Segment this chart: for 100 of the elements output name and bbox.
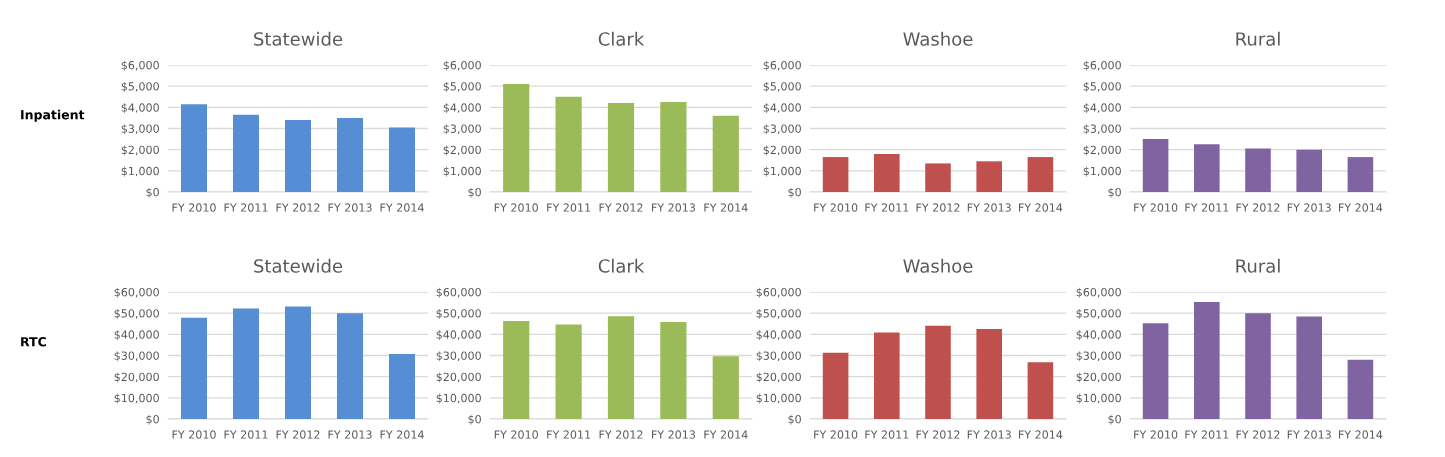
x-tick-label: FY 2012	[599, 430, 643, 439]
bar	[976, 161, 1002, 192]
y-tick-label: $50,000	[1076, 308, 1121, 320]
text: RTC	[21, 336, 46, 347]
chart-title: Clark	[598, 258, 645, 273]
y-tick-label: $4,000	[443, 103, 481, 114]
y-tick-label: $30,000	[756, 351, 801, 362]
bar	[712, 356, 739, 419]
bar	[1347, 359, 1374, 419]
y-tick-label: $20,000	[756, 372, 801, 383]
x-tick-label: FY 2012	[276, 430, 320, 439]
y-tick-label: $5,000	[1083, 81, 1121, 93]
y-tick-label: $60,000	[436, 287, 481, 298]
y-tick-label: $3,000	[1083, 124, 1121, 135]
bar	[1027, 362, 1054, 419]
y-tick-label: $0	[146, 414, 159, 425]
x-tick-label: FY 2010	[172, 203, 216, 212]
x-tick-label: FY 2013	[967, 430, 1011, 439]
bar	[976, 329, 1002, 419]
y-tick-label: $0	[146, 187, 159, 198]
y-tick-label: $40,000	[114, 330, 159, 341]
y-tick-label: $3,000	[443, 124, 481, 135]
bar	[337, 313, 363, 419]
bar	[389, 127, 415, 192]
x-tick-label: FY 2012	[916, 430, 960, 439]
y-tick-label: $40,000	[436, 330, 481, 341]
chart-title: Washoe	[903, 31, 973, 46]
bar	[337, 117, 363, 192]
chart-title: Statewide	[254, 258, 343, 273]
bar	[1296, 316, 1322, 419]
x-tick-label: FY 2011	[1185, 203, 1229, 212]
y-tick-label: $10,000	[114, 393, 159, 404]
bar	[285, 120, 311, 192]
x-tick-label: FY 2010	[494, 203, 538, 212]
x-tick-label: FY 2014	[704, 430, 748, 439]
bar	[874, 332, 900, 419]
text: Inpatient	[21, 109, 85, 122]
y-tick-label: $0	[1108, 414, 1121, 425]
x-tick-label: FY 2014	[704, 203, 748, 212]
bar	[925, 163, 951, 192]
x-tick-label: FY 2013	[328, 203, 372, 212]
bar	[1027, 157, 1054, 192]
bar	[1194, 301, 1220, 419]
y-tick-label: $30,000	[114, 351, 159, 362]
x-tick-label: FY 2011	[547, 203, 591, 212]
bar	[285, 306, 311, 419]
bar	[607, 103, 635, 192]
y-tick-label: $50,000	[436, 308, 481, 320]
y-tick-label: $50,000	[114, 308, 159, 320]
x-tick-label: FY 2012	[276, 203, 320, 212]
bar	[822, 157, 849, 192]
bar	[1296, 149, 1322, 192]
y-tick-label: $1,000	[121, 166, 159, 177]
x-tick-label: FY 2014	[1339, 203, 1383, 212]
y-tick-label: $0	[788, 414, 801, 425]
bar	[233, 308, 259, 419]
y-tick-label: $1,000	[763, 166, 801, 177]
x-tick-label: FY 2010	[172, 430, 216, 439]
y-tick-label: $3,000	[121, 124, 159, 135]
x-tick-label: FY 2011	[865, 430, 909, 439]
chart-title: Clark	[598, 31, 645, 46]
x-tick-label: FY 2014	[1019, 430, 1063, 439]
y-tick-label: $1,000	[1083, 166, 1121, 177]
x-tick-label: FY 2014	[1339, 430, 1383, 439]
x-tick-label: FY 2013	[652, 203, 695, 212]
y-tick-label: $6,000	[443, 60, 481, 71]
y-tick-label: $0	[468, 187, 481, 198]
y-tick-label: $2,000	[763, 145, 801, 156]
bar	[925, 325, 951, 419]
x-tick-label: FY 2011	[224, 430, 268, 439]
x-tick-label: FY 2012	[916, 203, 960, 212]
x-tick-label: FY 2011	[865, 203, 909, 212]
y-tick-label: $2,000	[443, 145, 481, 156]
bar	[1194, 144, 1220, 192]
bar	[555, 96, 582, 192]
y-tick-label: $10,000	[1076, 393, 1121, 404]
y-tick-label: $2,000	[121, 145, 159, 156]
y-tick-label: $6,000	[121, 60, 159, 71]
y-tick-label: $6,000	[763, 60, 801, 71]
y-tick-label: $20,000	[1076, 372, 1121, 383]
y-tick-label: $3,000	[763, 124, 801, 135]
x-tick-label: FY 2010	[814, 203, 858, 212]
bar	[1142, 323, 1169, 419]
y-tick-label: $30,000	[436, 351, 481, 362]
y-tick-label: $4,000	[1083, 103, 1121, 114]
y-tick-label: $0	[1108, 187, 1121, 198]
x-tick-label: FY 2010	[494, 430, 538, 439]
bar	[233, 114, 259, 192]
bar	[389, 354, 415, 419]
x-tick-label: FY 2010	[1134, 430, 1178, 439]
x-tick-label: FY 2010	[1134, 203, 1178, 212]
y-tick-label: $5,000	[443, 81, 481, 93]
y-tick-label: $4,000	[763, 103, 801, 114]
bar	[181, 317, 207, 419]
x-tick-label: FY 2013	[652, 430, 695, 439]
x-tick-label: FY 2012	[599, 203, 643, 212]
bar	[607, 316, 635, 419]
y-tick-label: $60,000	[1076, 287, 1121, 298]
bar	[660, 322, 687, 419]
bar	[503, 84, 530, 192]
